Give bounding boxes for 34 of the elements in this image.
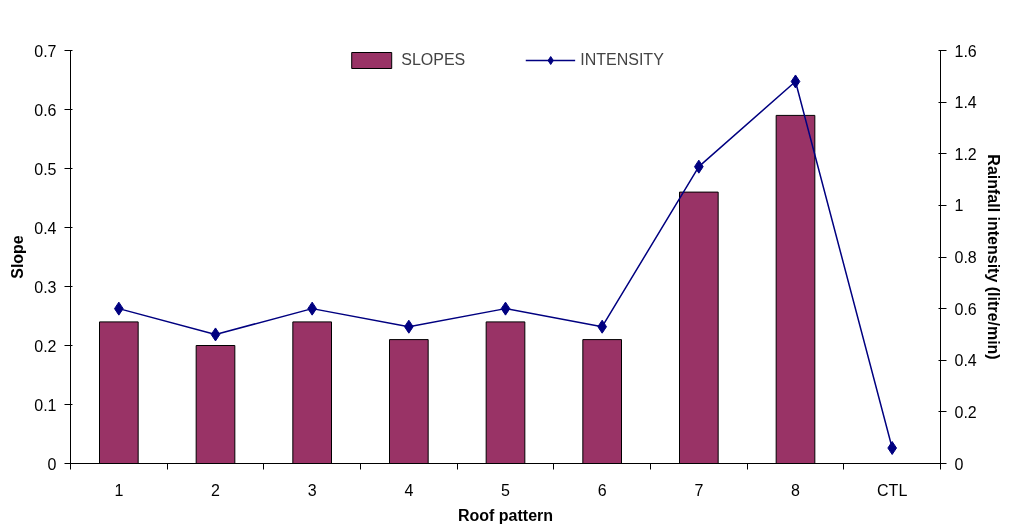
x-axis-title: Roof pattern xyxy=(457,506,554,524)
point xyxy=(500,301,511,316)
y2-tick-label: 0.6 xyxy=(954,300,977,318)
y-tick-label: 0.5 xyxy=(34,160,57,178)
y-tick-label: 0.4 xyxy=(34,219,57,237)
legend-label: INTENSITY xyxy=(580,51,664,69)
y-tick-label: 0.6 xyxy=(34,101,57,119)
y-tick-label: 0.3 xyxy=(34,278,57,296)
point xyxy=(790,74,801,89)
x-tick-label: 4 xyxy=(404,481,414,499)
point xyxy=(210,327,221,342)
y2-tick-label: 0.8 xyxy=(954,249,977,266)
x-tick-label: 1 xyxy=(114,481,124,499)
y-axis-title: Slope xyxy=(9,235,27,279)
y2-axis-title: Rainfall intensity (litre/min) xyxy=(984,154,1002,360)
y2-tick-label: 1 xyxy=(954,197,964,215)
y-tick-label: 0.7 xyxy=(34,42,57,60)
y2-tick-label: 1.4 xyxy=(954,94,977,112)
y2-tick-label: 0 xyxy=(954,455,964,473)
y2-tick-label: 1.6 xyxy=(954,42,977,60)
x-tick-label: 3 xyxy=(307,481,317,499)
y2-tick-label: 0.4 xyxy=(954,352,977,370)
y-tick-label: 0.2 xyxy=(34,337,57,355)
x-tick-label: CTL xyxy=(877,481,908,499)
y2-tick-label: 1.2 xyxy=(954,145,977,163)
x-tick-label: 5 xyxy=(501,481,511,499)
legend-label: SLOPES xyxy=(401,51,466,69)
x-tick-label: 7 xyxy=(694,481,704,499)
x-tick-label: 8 xyxy=(791,481,801,499)
y-tick-label: 0 xyxy=(47,455,57,473)
y-tick-label: 0.1 xyxy=(34,396,57,414)
x-tick-label: 6 xyxy=(597,481,607,499)
y2-tick-label: 0.2 xyxy=(954,403,977,421)
x-tick-label: 2 xyxy=(211,481,221,499)
